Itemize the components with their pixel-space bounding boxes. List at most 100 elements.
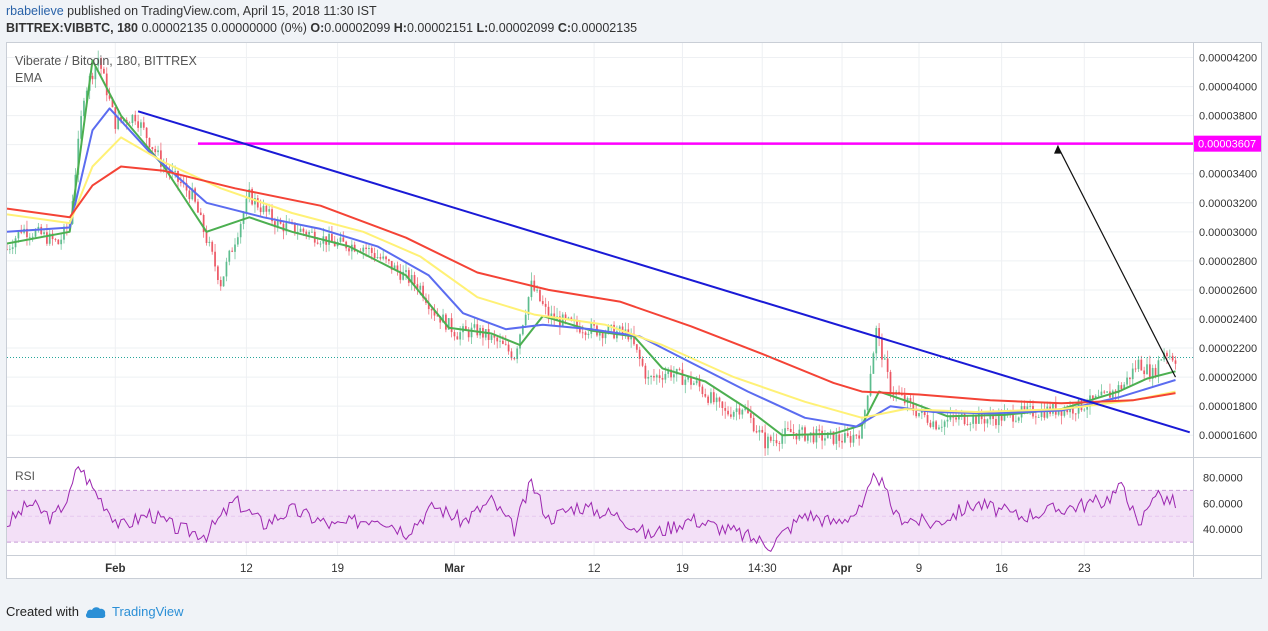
candle-body <box>1074 413 1077 415</box>
candle-body <box>644 365 647 379</box>
candle-body <box>835 434 838 444</box>
candle-body <box>701 386 704 395</box>
candle-body <box>128 122 131 124</box>
time-tick-label: 12 <box>588 563 601 575</box>
created-with-text: Created with <box>6 604 79 619</box>
ema-line-2 <box>6 107 1176 428</box>
candle-body <box>881 337 883 360</box>
tradingview-logo[interactable]: TradingView <box>85 604 184 619</box>
candle-body <box>647 376 650 379</box>
candle-body <box>730 414 732 417</box>
candle-body <box>199 212 202 215</box>
candle-body <box>48 233 51 244</box>
time-tick-label: 12 <box>240 563 253 575</box>
candle-body <box>915 411 918 417</box>
candle-body <box>721 401 724 408</box>
candle-body <box>521 325 524 335</box>
candle-body <box>1086 406 1089 410</box>
candle-body <box>610 324 613 327</box>
candle-body <box>601 332 604 339</box>
chart-panel[interactable]: 0.000042000.000040000.000038000.00003600… <box>6 42 1262 579</box>
candle-body <box>379 257 382 259</box>
author-link[interactable]: rbabelieve <box>6 4 64 18</box>
candle-body <box>698 380 701 387</box>
candle-body <box>1000 413 1003 421</box>
candle-body <box>40 226 43 235</box>
candle-body <box>638 349 641 359</box>
candle-body <box>992 415 994 419</box>
candle-body <box>866 395 869 411</box>
candle-body <box>191 188 194 200</box>
price-chart[interactable]: 0.000042000.000040000.000038000.00003600… <box>6 43 1261 578</box>
projection-arrowhead <box>1054 144 1061 154</box>
candle-body <box>473 324 476 328</box>
candle-body <box>388 259 390 261</box>
candle-body <box>245 198 248 214</box>
candle-body <box>1026 406 1029 410</box>
candle-body <box>812 432 815 443</box>
candle-body <box>219 279 222 287</box>
candle-body <box>499 340 501 342</box>
candle-body <box>348 248 350 252</box>
candle-body <box>946 419 949 422</box>
price-tick-label: 0.00004200 <box>1199 53 1257 65</box>
candle-body <box>789 428 792 433</box>
candle-body <box>362 247 365 252</box>
candle-body <box>755 431 758 433</box>
candle-body <box>732 411 735 417</box>
candle-body <box>34 230 37 237</box>
candle-body <box>849 436 852 443</box>
candle-body <box>154 148 157 153</box>
candle-body <box>963 413 966 425</box>
candle-body <box>752 417 755 432</box>
candle-body <box>80 116 82 139</box>
candle-body <box>142 122 145 128</box>
candle-body <box>1034 416 1037 418</box>
candle-body <box>311 231 313 233</box>
candle-body <box>829 431 832 433</box>
candles <box>6 50 1177 456</box>
candle-body <box>530 280 533 298</box>
rsi-label: RSI <box>15 469 35 483</box>
candle-body <box>1171 355 1174 361</box>
candle-body <box>456 336 459 340</box>
candle-body <box>447 318 450 330</box>
candle-body <box>547 306 550 319</box>
candle-body <box>1157 360 1160 376</box>
candle-body <box>1091 395 1094 399</box>
candle-body <box>744 408 747 410</box>
candle-body <box>174 170 177 172</box>
candle-body <box>767 436 769 449</box>
candle-body <box>308 231 310 235</box>
candle-body <box>319 243 322 245</box>
candle-body <box>6 249 8 251</box>
candle-body <box>524 314 527 326</box>
candle-body <box>1117 385 1120 394</box>
candle-body <box>103 68 105 74</box>
candle-body <box>958 415 960 420</box>
candle-body <box>541 301 544 304</box>
candle-body <box>105 73 108 96</box>
candle-body <box>846 433 849 437</box>
candle-body <box>761 429 764 433</box>
candle-body <box>305 231 308 235</box>
candle-body <box>516 348 519 360</box>
candle-body <box>1140 359 1143 371</box>
candle-body <box>821 430 823 441</box>
candle-body <box>148 138 151 148</box>
price-tick-label: 0.00004000 <box>1199 82 1257 94</box>
candle-body <box>926 415 929 423</box>
candle-body <box>1046 406 1049 418</box>
candle-body <box>1103 391 1106 393</box>
candle-body <box>137 121 139 128</box>
candle-body <box>1151 367 1154 379</box>
candle-body <box>185 183 188 191</box>
candle-body <box>775 440 778 444</box>
price-tick-label: 0.00002000 <box>1199 372 1257 384</box>
candle-body <box>983 419 986 424</box>
candle-body <box>470 327 473 338</box>
time-tick-label: Apr <box>832 563 852 575</box>
candle-body <box>251 189 253 205</box>
candle-body <box>419 285 422 290</box>
candle-body <box>818 429 821 431</box>
